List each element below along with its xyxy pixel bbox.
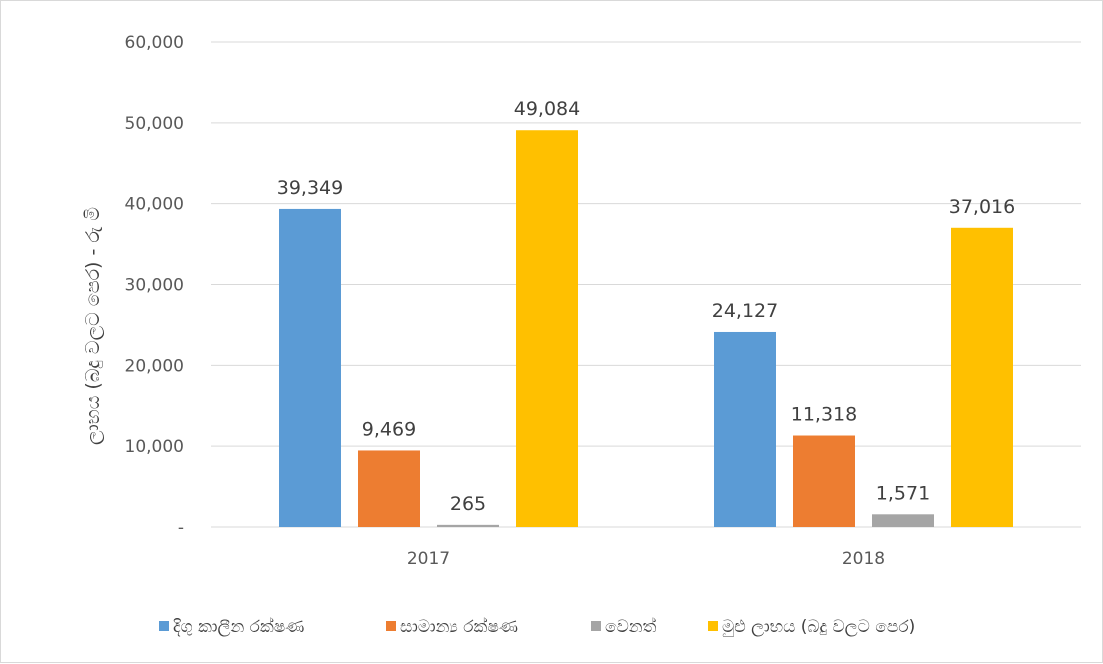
data-label: 24,127 bbox=[712, 300, 778, 322]
legend-label: සාමාන්‍ය රක්ෂණ bbox=[400, 617, 518, 637]
data-label: 39,349 bbox=[277, 177, 343, 199]
legend-swatch bbox=[708, 621, 718, 631]
bar bbox=[516, 130, 578, 527]
data-label: 37,016 bbox=[949, 196, 1015, 218]
bars bbox=[279, 130, 1013, 528]
y-axis-title: ලාභය (බදු වලට පෙර) - රු මි bbox=[82, 207, 104, 445]
data-label: 49,084 bbox=[514, 98, 580, 120]
data-label: 1,571 bbox=[876, 482, 930, 504]
y-tick-label: - bbox=[178, 518, 184, 538]
data-label: 265 bbox=[450, 493, 486, 515]
y-tick-label: 60,000 bbox=[125, 33, 184, 53]
legend-swatch bbox=[386, 621, 396, 631]
bar bbox=[872, 514, 934, 527]
data-label: 9,469 bbox=[362, 418, 416, 440]
y-tick-label: 30,000 bbox=[125, 276, 184, 296]
y-tick-label: 50,000 bbox=[125, 114, 184, 134]
legend-swatch bbox=[159, 621, 169, 631]
legend-swatch bbox=[591, 621, 601, 631]
legend-label: මුළු ලාභය (බදු වලට පෙර) bbox=[722, 617, 915, 637]
bar bbox=[437, 524, 499, 527]
x-axis-ticks: 2017 2018 bbox=[407, 549, 885, 569]
legend-label: වෙනත් bbox=[605, 617, 657, 637]
y-tick-label: 10,000 bbox=[125, 437, 184, 457]
x-tick-label: 2018 bbox=[842, 549, 885, 569]
data-label: 11,318 bbox=[791, 404, 857, 426]
bar bbox=[793, 435, 855, 527]
legend: දිගු කාලීන රක්ෂණ සාමාන්‍ය රක්ෂණ වෙනත් මුළු … bbox=[159, 617, 915, 637]
legend-label: දිගු කාලීන රක්ෂණ bbox=[173, 617, 304, 637]
bar bbox=[279, 208, 341, 528]
bar bbox=[358, 450, 420, 527]
gridlines bbox=[211, 41, 1081, 528]
y-tick-label: 40,000 bbox=[125, 195, 184, 215]
y-tick-label: 20,000 bbox=[125, 356, 184, 376]
data-labels: 39,349 9,469 265 49,084 24,127 11,318 1,571 37,… bbox=[277, 98, 1015, 515]
x-tick-label: 2017 bbox=[407, 549, 450, 569]
bar bbox=[714, 331, 776, 527]
y-axis-ticks: - 10,000 20,000 30,000 40,000 50,000 60,000 bbox=[125, 33, 184, 538]
bar bbox=[951, 227, 1013, 527]
